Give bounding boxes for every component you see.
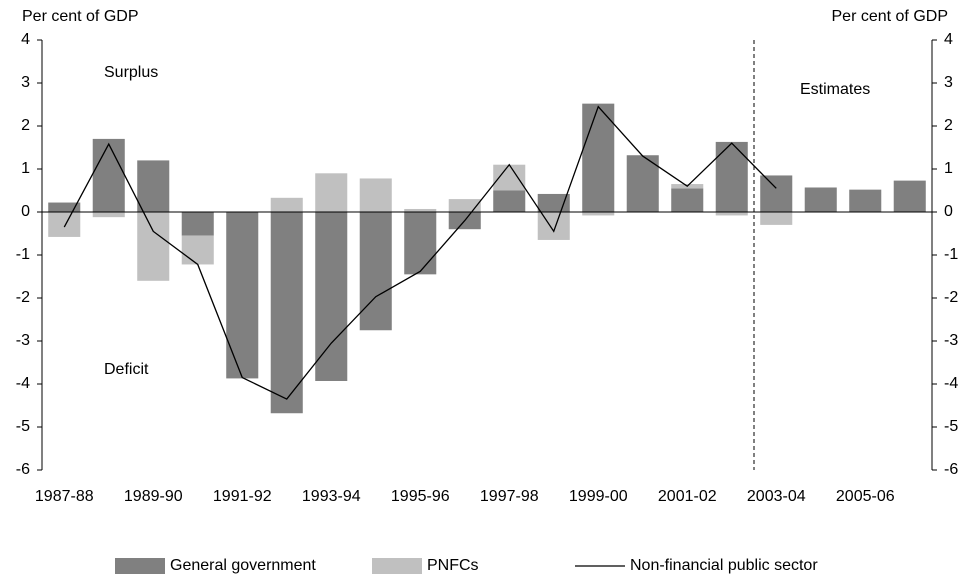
x-tick-label: 2001-02 <box>658 488 717 505</box>
annotation: Estimates <box>800 81 870 98</box>
bar <box>48 202 81 212</box>
y-tick-label: -2 <box>16 289 30 306</box>
y2-tick-label: -3 <box>944 332 958 349</box>
x-tick-label: 1993-94 <box>302 488 361 505</box>
y-tick-label: -3 <box>16 332 30 349</box>
y2-tick-label: 3 <box>944 74 953 91</box>
bar <box>404 212 437 275</box>
bar <box>226 212 259 379</box>
y2-tick-label: 1 <box>944 160 953 177</box>
bar <box>582 103 615 212</box>
y-tick-label: 3 <box>21 74 30 91</box>
legend-swatch <box>115 558 165 574</box>
bar <box>270 212 303 414</box>
x-tick-label: 1997-98 <box>480 488 539 505</box>
y2-tick-label: 2 <box>944 117 953 134</box>
bar <box>315 212 348 381</box>
bar <box>849 189 882 212</box>
bar <box>404 208 437 212</box>
bar <box>181 212 214 236</box>
y2-tick-label: -1 <box>944 246 958 263</box>
x-tick-label: 1987-88 <box>35 488 94 505</box>
bar <box>493 190 526 212</box>
bar <box>537 193 570 212</box>
y2-axis-label: Per cent of GDP <box>832 8 949 25</box>
legend-swatch <box>372 558 422 574</box>
y-tick-label: -1 <box>16 246 30 263</box>
bar <box>893 180 926 212</box>
y-tick-label: -4 <box>16 375 30 392</box>
bar <box>626 155 659 212</box>
y-tick-label: -6 <box>16 461 30 478</box>
bar <box>359 212 392 331</box>
x-tick-label: 1991-92 <box>213 488 272 505</box>
line <box>63 105 777 400</box>
y-tick-label: 0 <box>21 203 30 220</box>
y2-tick-label: 4 <box>944 31 953 48</box>
bar <box>582 212 615 216</box>
bar <box>359 178 392 212</box>
bar <box>48 212 81 237</box>
x-tick-label: 1999-00 <box>569 488 628 505</box>
bar <box>760 175 793 212</box>
bar <box>760 212 793 225</box>
x-tick-label: 2005-06 <box>836 488 895 505</box>
bar <box>537 212 570 240</box>
bar <box>448 199 481 212</box>
x-tick-label: 1989-90 <box>124 488 183 505</box>
bar <box>671 188 704 212</box>
bar <box>137 160 170 212</box>
y-tick-label: 4 <box>21 31 30 48</box>
bar <box>92 138 125 212</box>
bar <box>715 212 748 216</box>
legend-label: PNFCs <box>427 557 479 574</box>
bar <box>137 212 170 281</box>
y2-tick-label: 0 <box>944 203 953 220</box>
y2-tick-label: -2 <box>944 289 958 306</box>
y2-tick-label: -5 <box>944 418 958 435</box>
y-tick-label: -5 <box>16 418 30 435</box>
y2-tick-label: -4 <box>944 375 958 392</box>
annotation: Surplus <box>104 64 158 81</box>
legend-label: Non-financial public sector <box>630 557 818 574</box>
bar <box>270 197 303 212</box>
bar <box>804 187 837 212</box>
y-axis-label: Per cent of GDP <box>22 8 139 25</box>
y2-tick-label: -6 <box>944 461 958 478</box>
bar <box>715 141 748 212</box>
legend-label: General government <box>170 557 316 574</box>
bar <box>181 235 214 265</box>
annotation: Deficit <box>104 361 149 378</box>
bar <box>493 164 526 191</box>
bar <box>315 173 348 212</box>
y-tick-label: 2 <box>21 117 30 134</box>
x-tick-label: 1995-96 <box>391 488 450 505</box>
y-tick-label: 1 <box>21 160 30 177</box>
bar <box>92 212 125 218</box>
x-tick-label: 2003-04 <box>747 488 806 505</box>
